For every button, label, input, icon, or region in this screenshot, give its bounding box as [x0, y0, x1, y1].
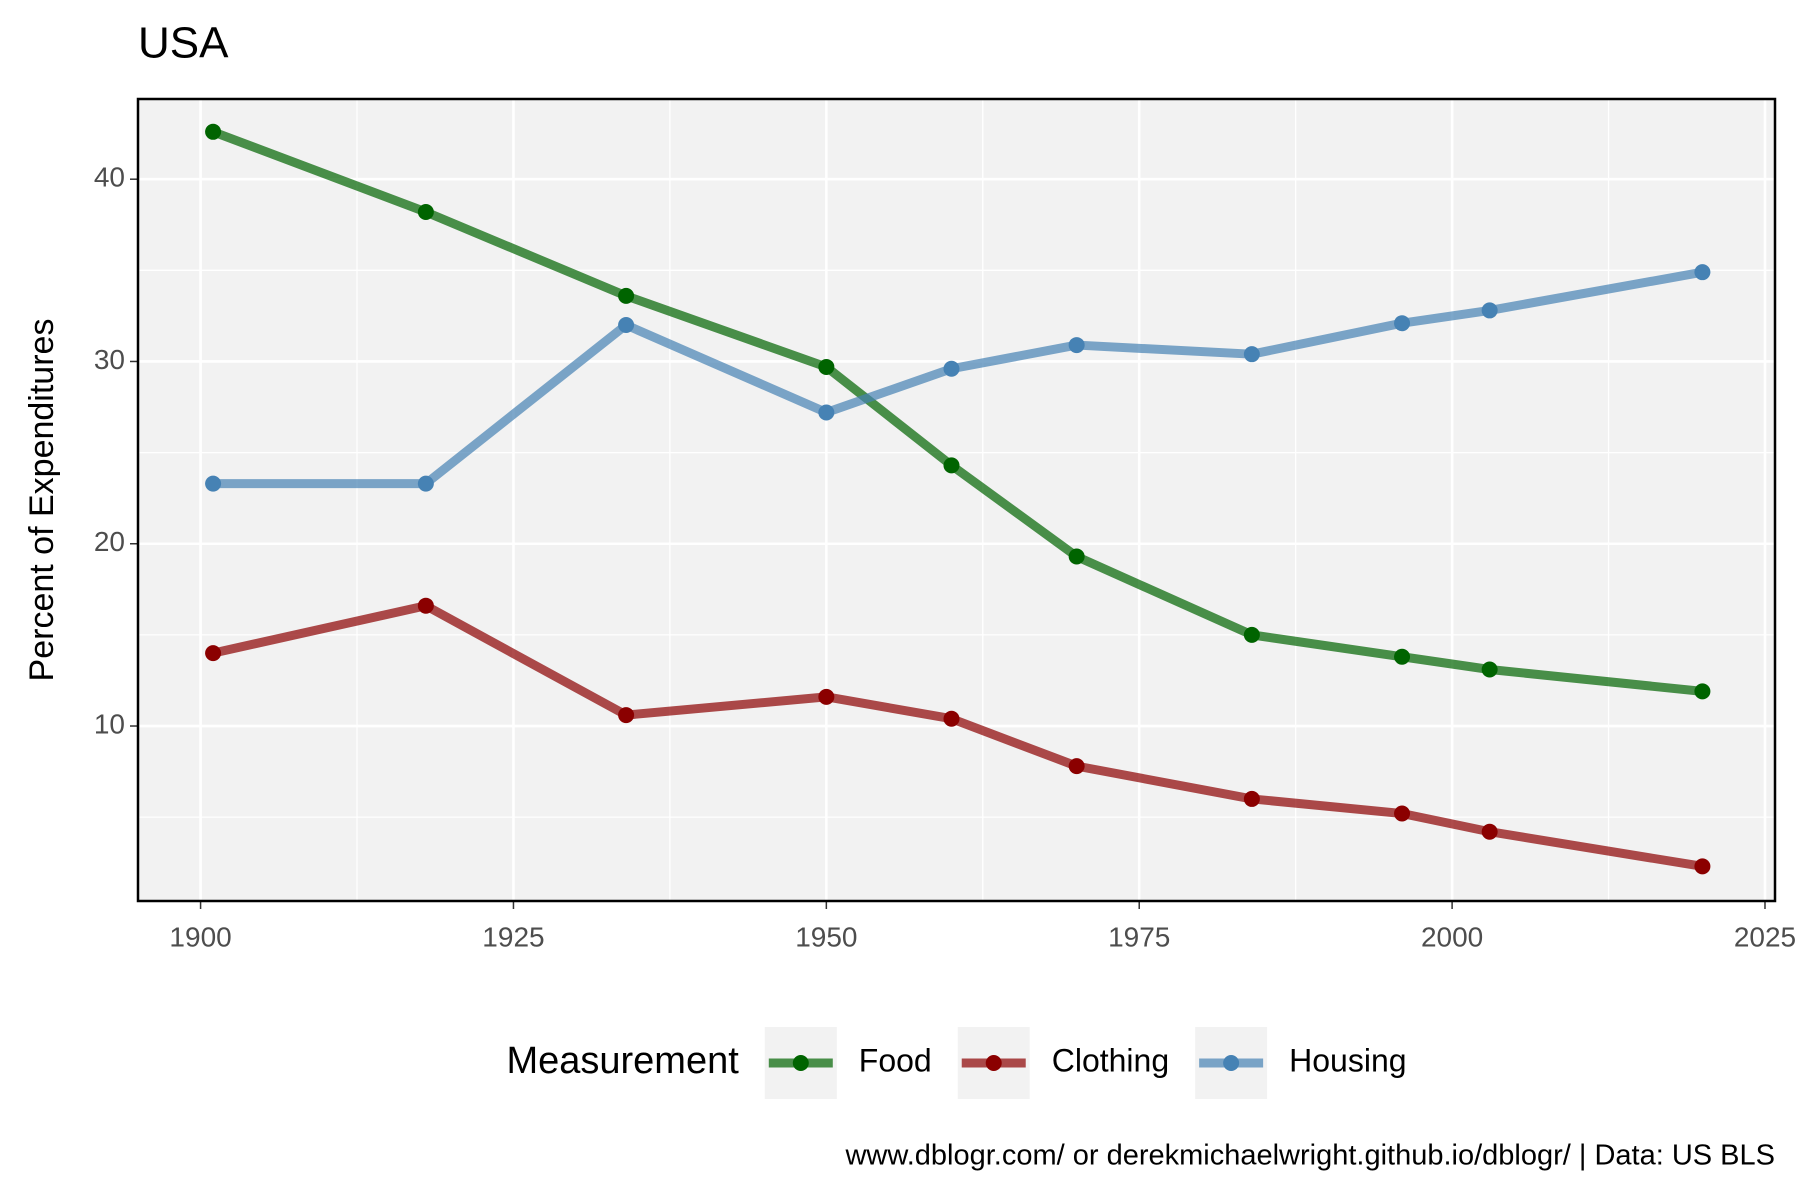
data-point [417, 475, 434, 492]
legend-label: Housing [1289, 1042, 1406, 1078]
legend-title: Measurement [506, 1040, 739, 1082]
y-tick-label: 30 [94, 344, 125, 375]
data-point [417, 204, 434, 221]
x-tick-label: 2000 [1421, 921, 1483, 952]
plot-background [138, 99, 1775, 901]
x-tick-label: 1900 [169, 921, 231, 952]
caption: www.dblogr.com/ or derekmichaelwright.gi… [844, 1140, 1775, 1172]
legend-label: Clothing [1052, 1042, 1169, 1078]
data-point [1243, 790, 1260, 807]
legend-label: Food [859, 1042, 932, 1078]
legend-marker [985, 1055, 1002, 1071]
data-point [943, 710, 960, 727]
data-point [1481, 302, 1498, 319]
data-point [943, 360, 960, 377]
data-point [1394, 315, 1411, 332]
y-axis-label: Percent of Expenditures [23, 319, 61, 682]
data-point [818, 404, 835, 421]
legend-marker [792, 1055, 809, 1071]
data-point [1481, 661, 1498, 678]
data-point [618, 707, 635, 724]
chart-title: USA [138, 19, 229, 68]
data-point [818, 358, 835, 375]
data-point [1243, 626, 1260, 643]
data-point [1694, 264, 1711, 281]
data-point [417, 597, 434, 614]
data-point [205, 475, 222, 492]
x-tick-label: 1950 [795, 921, 857, 952]
y-tick-label: 20 [94, 526, 125, 557]
data-point [1694, 683, 1711, 700]
series-line [212, 601, 1704, 871]
x-tick-label: 2025 [1734, 921, 1796, 952]
x-tick-label: 1975 [1108, 921, 1170, 952]
data-point [1243, 346, 1260, 363]
series-line [211, 127, 1703, 696]
data-point [818, 688, 835, 705]
data-point [1481, 823, 1498, 840]
data-point [1068, 337, 1085, 354]
data-point [205, 123, 222, 140]
data-point [1068, 758, 1085, 775]
data-point [943, 457, 960, 474]
data-point [618, 287, 635, 304]
data-point [618, 317, 635, 334]
plot-border [136, 97, 1777, 903]
y-tick-label: 40 [94, 162, 125, 193]
y-tick-label: 10 [94, 708, 125, 739]
legend: Measurement Food Clothing Housing [506, 1027, 1407, 1099]
series-line [213, 267, 1704, 489]
data-point [1068, 548, 1085, 565]
data-point [1394, 648, 1411, 665]
data-point [1694, 858, 1711, 875]
data-point [205, 645, 222, 662]
legend-marker [1223, 1055, 1240, 1071]
data-point [1394, 805, 1411, 822]
x-tick-label: 1925 [482, 921, 544, 952]
